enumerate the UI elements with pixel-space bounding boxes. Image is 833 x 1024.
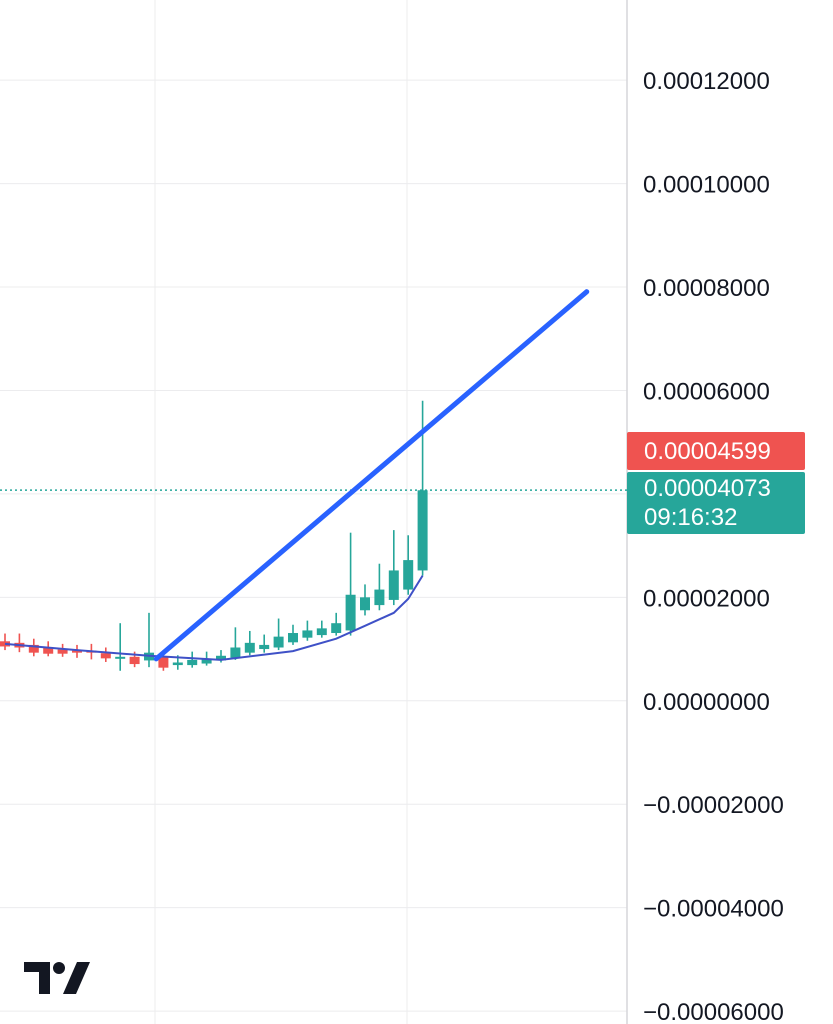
trend-line[interactable] — [153, 289, 590, 662]
candle-body — [172, 662, 183, 666]
candle-body — [57, 649, 68, 654]
price-tick-label: 0.00000000 — [643, 689, 770, 716]
candle-body — [403, 560, 414, 590]
candle[interactable] — [57, 643, 68, 657]
candle-body — [259, 644, 270, 650]
candle-body — [28, 644, 39, 653]
candle-body — [129, 656, 140, 665]
candle-body — [360, 597, 370, 611]
candle[interactable] — [259, 634, 270, 653]
candle[interactable] — [273, 618, 284, 651]
candle[interactable] — [144, 612, 154, 668]
candle-body — [316, 628, 327, 636]
candle[interactable] — [28, 638, 39, 657]
price-tick-label: −0.00006000 — [643, 999, 784, 1024]
candle[interactable] — [302, 620, 313, 641]
high-price-tag: 0.00004599 — [627, 432, 805, 470]
last-price-value: 0.00004073 — [644, 475, 771, 502]
candle[interactable] — [14, 633, 25, 653]
price-tick-label: 0.00012000 — [643, 68, 770, 95]
price-axis-labels: 0.00012000 0.00010000 0.00008000 0.00006000… — [643, 68, 784, 1024]
candle-body — [115, 656, 126, 659]
candle-body — [388, 570, 399, 600]
bar-countdown: 09:16:32 — [644, 504, 738, 531]
candles-group — [0, 400, 428, 671]
candle-body — [187, 659, 198, 666]
price-tick-label: −0.00004000 — [643, 896, 784, 923]
candle[interactable] — [403, 535, 414, 595]
candle[interactable] — [187, 651, 198, 668]
moving-average-line — [4, 575, 424, 661]
candle-body — [345, 594, 356, 631]
candle[interactable] — [43, 641, 54, 657]
candle-body — [230, 647, 241, 658]
candle[interactable] — [0, 633, 10, 651]
candle[interactable] — [331, 612, 342, 636]
candle[interactable] — [72, 644, 82, 658]
chart-grid — [0, 0, 627, 1024]
candle-body — [216, 655, 226, 661]
candle[interactable] — [374, 563, 385, 611]
price-tick-label: 0.00008000 — [643, 275, 770, 302]
candle[interactable] — [100, 647, 111, 662]
price-tick-label: −0.00002000 — [643, 792, 784, 819]
candle[interactable] — [230, 627, 241, 660]
candle-body — [417, 490, 428, 571]
candle-body — [273, 636, 284, 648]
price-tick-label: 0.00006000 — [643, 378, 770, 405]
candle-body — [158, 656, 169, 668]
candle[interactable] — [388, 530, 399, 606]
candle-body — [288, 633, 298, 643]
candle-body — [244, 642, 255, 653]
last-price-tag: 0.00004073 09:16:32 — [627, 472, 805, 534]
candle[interactable] — [316, 620, 327, 638]
candle[interactable] — [360, 584, 370, 616]
price-tick-label: 0.00002000 — [643, 585, 770, 612]
high-price-value: 0.00004599 — [644, 438, 771, 465]
candle-body — [72, 650, 82, 653]
candle[interactable] — [288, 624, 298, 645]
candle-body — [201, 658, 212, 664]
candle-body — [43, 646, 54, 654]
candle-body — [100, 653, 111, 659]
candle-body — [302, 630, 313, 638]
candle[interactable] — [115, 623, 126, 671]
candle[interactable] — [345, 532, 356, 636]
candle-body — [331, 623, 342, 634]
candle[interactable] — [244, 630, 255, 656]
candle-body — [374, 589, 385, 606]
tradingview-logo-icon[interactable] — [24, 958, 90, 996]
price-tick-label: 0.00010000 — [643, 172, 770, 199]
